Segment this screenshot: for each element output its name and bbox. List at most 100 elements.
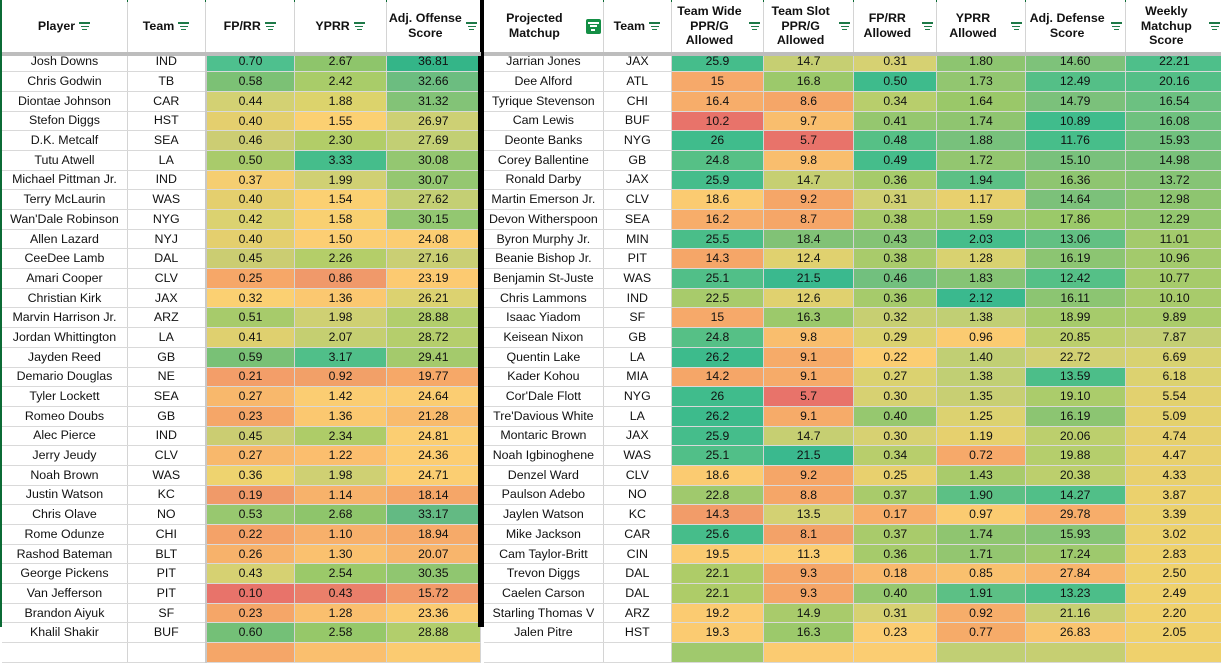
cell-yprr-allowed[interactable]: 1.94 bbox=[936, 170, 1026, 191]
cell-team[interactable]: JAX bbox=[603, 170, 672, 191]
cell-adj-offense-score[interactable]: 20.07 bbox=[386, 544, 482, 565]
cell-team-wide-ppr-g-allowed[interactable]: 15 bbox=[671, 71, 765, 92]
cell-fp-rr[interactable]: 0.10 bbox=[205, 583, 296, 604]
cell-yprr[interactable]: 2.07 bbox=[294, 327, 387, 348]
cell-projected-matchup[interactable]: Montaric Brown bbox=[484, 426, 604, 447]
cell-yprr[interactable]: 1.36 bbox=[294, 288, 387, 309]
cell-weekly-matchup-score[interactable]: 2.50 bbox=[1125, 563, 1221, 585]
cell-projected-matchup[interactable]: Keisean Nixon bbox=[484, 327, 604, 348]
cell-team[interactable]: CLV bbox=[603, 465, 672, 486]
cell-team[interactable]: GB bbox=[127, 406, 207, 427]
cell-team-wide-ppr-g-allowed[interactable]: 10.2 bbox=[671, 111, 765, 132]
cell-yprr[interactable]: 2.42 bbox=[294, 71, 387, 92]
cell-yprr[interactable]: 1.55 bbox=[294, 111, 387, 132]
filter-icon-player[interactable] bbox=[78, 20, 91, 33]
cell-fp-rr[interactable]: 0.25 bbox=[205, 268, 296, 289]
cell-player[interactable]: Khalil Shakir bbox=[2, 622, 128, 644]
cell-adj-defense-score[interactable]: 20.38 bbox=[1025, 465, 1126, 486]
cell-fp-rr-allowed[interactable]: 0.37 bbox=[853, 485, 938, 506]
cell-team-wide-ppr-g-allowed[interactable]: 15 bbox=[671, 307, 765, 329]
cell-player[interactable]: Tyler Lockett bbox=[2, 386, 128, 407]
cell-weekly-matchup-score[interactable]: 3.39 bbox=[1125, 504, 1221, 525]
cell-projected-matchup[interactable]: Isaac Yiadom bbox=[484, 307, 604, 329]
cell-yprr[interactable]: 0.43 bbox=[294, 583, 387, 604]
cell-adj-offense-score[interactable]: 32.66 bbox=[386, 71, 482, 92]
cell-player[interactable]: Diontae Johnson bbox=[2, 91, 128, 112]
cell-projected-matchup[interactable]: Beanie Bishop Jr. bbox=[484, 248, 604, 270]
cell-yprr[interactable]: 3.17 bbox=[294, 347, 387, 368]
cell-player[interactable]: Romeo Doubs bbox=[2, 406, 128, 427]
cell-team-slot-ppr-g-allowed[interactable]: 9.7 bbox=[763, 111, 855, 132]
cell-fp-rr[interactable]: 0.41 bbox=[205, 327, 296, 348]
cell-projected-matchup[interactable]: Starling Thomas V bbox=[484, 603, 604, 624]
cell-fp-rr-allowed[interactable]: 0.40 bbox=[853, 583, 938, 604]
cell-fp-rr-allowed[interactable]: 0.34 bbox=[853, 91, 938, 112]
cell-adj-defense-score[interactable]: 10.89 bbox=[1025, 111, 1126, 132]
offense-header-fp-rr[interactable]: FP/RR bbox=[205, 0, 296, 52]
cell-team[interactable]: CAR bbox=[127, 91, 207, 112]
cell-adj-offense-score[interactable] bbox=[386, 642, 482, 663]
cell-weekly-matchup-score[interactable]: 4.47 bbox=[1125, 445, 1221, 466]
cell-adj-defense-score[interactable]: 13.59 bbox=[1025, 367, 1126, 388]
cell-team[interactable]: GB bbox=[127, 347, 207, 368]
cell-team[interactable]: WAS bbox=[127, 465, 207, 486]
cell-weekly-matchup-score[interactable]: 2.49 bbox=[1125, 583, 1221, 604]
cell-fp-rr-allowed[interactable]: 0.29 bbox=[853, 327, 938, 348]
cell-adj-offense-score[interactable]: 23.19 bbox=[386, 268, 482, 289]
cell-adj-offense-score[interactable]: 30.35 bbox=[386, 563, 482, 585]
cell-team[interactable]: SEA bbox=[127, 386, 207, 407]
cell-weekly-matchup-score[interactable]: 10.10 bbox=[1125, 288, 1221, 309]
defense-header-weekly-matchup-score[interactable]: Weekly Matchup Score bbox=[1125, 0, 1221, 52]
cell-player[interactable]: D.K. Metcalf bbox=[2, 130, 128, 151]
cell-yprr-allowed[interactable]: 1.17 bbox=[936, 189, 1026, 210]
cell-fp-rr-allowed[interactable]: 0.17 bbox=[853, 504, 938, 525]
cell-projected-matchup[interactable]: Chris Lammons bbox=[484, 288, 604, 309]
cell-projected-matchup[interactable]: Deonte Banks bbox=[484, 130, 604, 151]
cell-yprr[interactable]: 1.98 bbox=[294, 465, 387, 486]
cell-team-slot-ppr-g-allowed[interactable]: 14.7 bbox=[763, 170, 855, 191]
cell-team[interactable]: ATL bbox=[603, 71, 672, 92]
cell-yprr[interactable]: 1.28 bbox=[294, 603, 387, 624]
cell-fp-rr-allowed[interactable]: 0.27 bbox=[853, 367, 938, 388]
cell-team-slot-ppr-g-allowed[interactable]: 11.3 bbox=[763, 544, 855, 565]
cell-fp-rr-allowed[interactable]: 0.34 bbox=[853, 445, 938, 466]
cell-fp-rr[interactable]: 0.60 bbox=[205, 622, 296, 644]
cell-projected-matchup[interactable]: Noah Igbinoghene bbox=[484, 445, 604, 466]
cell-adj-defense-score[interactable]: 12.49 bbox=[1025, 71, 1126, 92]
cell-team[interactable]: WAS bbox=[127, 189, 207, 210]
cell-team[interactable]: CLV bbox=[603, 189, 672, 210]
cell-adj-offense-score[interactable]: 27.69 bbox=[386, 130, 482, 151]
cell-team[interactable]: IND bbox=[603, 288, 672, 309]
cell-team[interactable]: PIT bbox=[127, 583, 207, 604]
cell-team-wide-ppr-g-allowed[interactable]: 22.1 bbox=[671, 583, 765, 604]
cell-fp-rr[interactable]: 0.59 bbox=[205, 347, 296, 368]
cell-team-slot-ppr-g-allowed[interactable]: 16.3 bbox=[763, 622, 855, 644]
cell-adj-offense-score[interactable]: 26.97 bbox=[386, 111, 482, 132]
cell-yprr-allowed[interactable]: 0.85 bbox=[936, 563, 1026, 585]
offense-header-player[interactable]: Player bbox=[2, 0, 128, 52]
cell-team-slot-ppr-g-allowed[interactable]: 9.8 bbox=[763, 150, 855, 171]
cell-adj-defense-score[interactable]: 13.06 bbox=[1025, 229, 1126, 250]
cell-weekly-matchup-score[interactable]: 6.18 bbox=[1125, 367, 1221, 388]
cell-team-wide-ppr-g-allowed[interactable]: 25.5 bbox=[671, 229, 765, 250]
cell-projected-matchup[interactable]: Ronald Darby bbox=[484, 170, 604, 191]
cell-fp-rr[interactable]: 0.21 bbox=[205, 367, 296, 388]
cell-yprr[interactable]: 1.30 bbox=[294, 544, 387, 565]
cell-team[interactable]: DAL bbox=[127, 248, 207, 270]
cell-player[interactable]: Christian Kirk bbox=[2, 288, 128, 309]
cell-team[interactable]: IND bbox=[127, 170, 207, 191]
cell-team[interactable]: CLV bbox=[127, 445, 207, 466]
cell-weekly-matchup-score[interactable]: 16.08 bbox=[1125, 111, 1221, 132]
cell-yprr[interactable]: 0.86 bbox=[294, 268, 387, 289]
cell-team[interactable]: JAX bbox=[603, 426, 672, 447]
cell-yprr[interactable]: 1.14 bbox=[294, 485, 387, 506]
cell-fp-rr[interactable]: 0.26 bbox=[205, 544, 296, 565]
cell-adj-offense-score[interactable]: 24.08 bbox=[386, 229, 482, 250]
cell-team-slot-ppr-g-allowed[interactable]: 14.9 bbox=[763, 603, 855, 624]
cell-fp-rr[interactable]: 0.45 bbox=[205, 426, 296, 447]
cell-team[interactable]: JAX bbox=[127, 288, 207, 309]
cell-team-slot-ppr-g-allowed[interactable]: 9.1 bbox=[763, 347, 855, 368]
cell-team[interactable]: KC bbox=[603, 504, 672, 525]
cell-team-wide-ppr-g-allowed[interactable]: 26 bbox=[671, 130, 765, 151]
cell-player[interactable]: Josh Downs bbox=[2, 52, 128, 73]
